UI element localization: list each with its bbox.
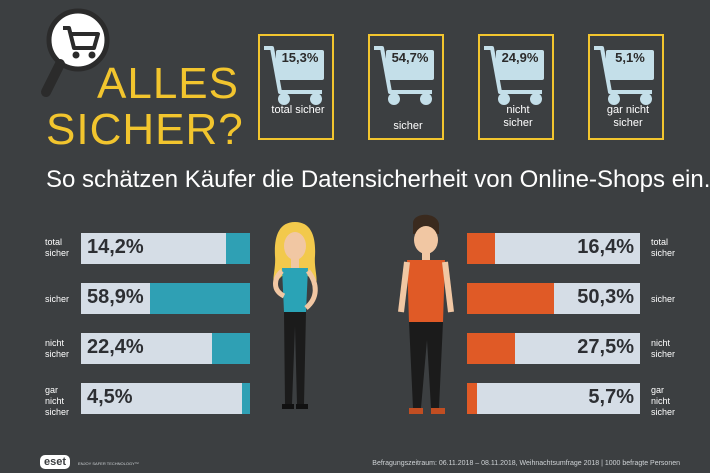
women-bar-fill [226, 233, 250, 264]
right-category-label: sicher [651, 294, 676, 304]
women-bar-fill [242, 383, 250, 414]
men-bar-fill [467, 383, 477, 414]
shopping-cart-icon [264, 46, 324, 105]
shopping-cart-icon [374, 46, 434, 105]
cart-box-gar-nicht-sicher: 5,1% gar nicht sicher [588, 34, 664, 140]
cart-value: 5,1% [615, 50, 645, 65]
eset-tagline: ENJOY SAFER TECHNOLOGY™ [78, 461, 139, 466]
cart-label: sicher [393, 120, 423, 132]
right-category-label: nicht sicher [651, 338, 676, 359]
men-bar-track: 16,4% [467, 233, 640, 264]
women-bar-track: 14,2% [81, 233, 250, 264]
women-bar-value: 22,4% [87, 336, 144, 358]
cart-value: 15,3% [281, 50, 319, 65]
men-bar-fill [467, 283, 555, 314]
left-category-label: sicher [45, 294, 70, 304]
men-bar-fill [467, 233, 496, 264]
shopping-cart-icon [484, 46, 544, 105]
left-category-label: total sicher [45, 237, 70, 258]
men-bar-fill [467, 333, 515, 364]
women-bar-fill [212, 333, 250, 364]
women-bar-fill [150, 283, 250, 314]
cart-value: 54,7% [391, 50, 429, 65]
women-bar-track: 4,5% [81, 383, 250, 414]
left-category-label: nicht sicher [45, 338, 70, 359]
cart-box-total-sicher: 15,3% total sicher [258, 34, 334, 140]
cart-label: gar nicht sicher [606, 104, 650, 129]
eset-logo: eset [40, 455, 71, 469]
men-bar-value: 5,7% [588, 386, 634, 408]
man-figure-icon [398, 214, 454, 414]
men-bar-value: 50,3% [577, 286, 634, 308]
title-line-1: ALLES [97, 59, 239, 108]
shopping-cart-icon [594, 46, 654, 105]
magnifier-cart-icon [41, 8, 110, 97]
men-bar-value: 16,4% [577, 236, 634, 258]
women-bar-track: 58,9% [81, 283, 250, 314]
subtitle: So schätzen Käufer die Datensicherheit v… [46, 166, 710, 193]
cart-label: total sicher [271, 104, 325, 116]
men-bar-track: 27,5% [467, 333, 640, 364]
right-category-label: total sicher [651, 237, 676, 258]
woman-figure-icon [273, 222, 318, 409]
men-bar-track: 50,3% [467, 283, 640, 314]
left-category-label: gar nicht sicher [45, 385, 70, 417]
men-bar-track: 5,7% [467, 383, 640, 414]
title-line-2: SICHER? [46, 105, 244, 154]
cart-value: 24,9% [501, 50, 539, 65]
women-bar-value: 4,5% [87, 386, 133, 408]
men-bar-value: 27,5% [577, 336, 634, 358]
right-category-label: gar nicht sicher [651, 385, 676, 417]
cart-label: nicht sicher [503, 104, 533, 129]
cart-box-nicht-sicher: 24,9% nicht sicher [478, 34, 554, 140]
women-bar-value: 58,9% [87, 286, 144, 308]
women-bar-value: 14,2% [87, 236, 144, 258]
cart-box-sicher: 54,7% sicher [368, 34, 444, 140]
footer-note: Befragungszeitraum: 06.11.2018 – 08.11.2… [372, 460, 680, 467]
women-bar-track: 22,4% [81, 333, 250, 364]
